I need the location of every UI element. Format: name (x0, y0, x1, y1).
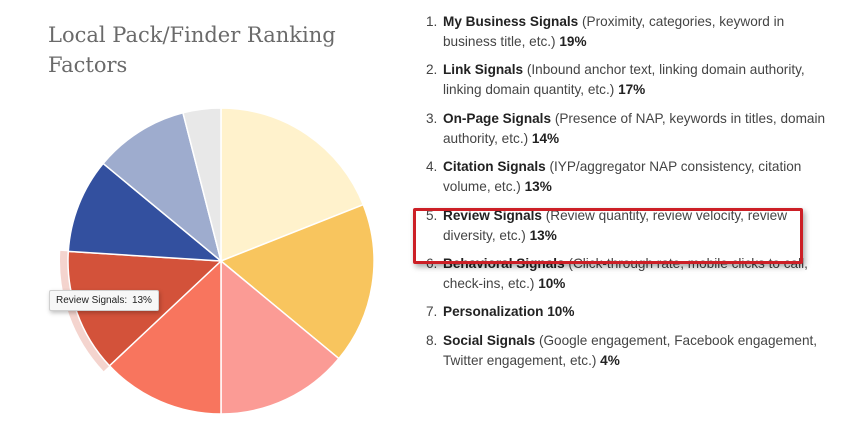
factor-percent: 4% (600, 352, 620, 368)
factor-name: Citation Signals (443, 159, 546, 175)
ranking-factors-list: 1. My Business Signals (Proximity, categ… (426, 12, 826, 379)
factor-percent: 10% (538, 275, 566, 291)
factor-item: 1. My Business Signals (Proximity, categ… (426, 12, 826, 52)
factor-description: (IYP/aggregator NAP consistency, citatio… (443, 159, 802, 195)
factor-name: Personalization (443, 304, 544, 320)
factor-percent: 13% (529, 227, 557, 243)
tooltip-label: Review Signals (56, 295, 125, 306)
chart-tooltip: Review Signals: 13% (49, 290, 159, 311)
factor-item: 2. Link Signals (Inbound anchor text, li… (426, 60, 826, 100)
factor-name: My Business Signals (443, 14, 579, 29)
factor-name: Review Signals (443, 207, 542, 223)
factor-description: (Proximity, categories, keyword in busin… (443, 14, 785, 49)
factor-percent: 19% (559, 34, 587, 49)
factor-number: 7. (426, 304, 438, 320)
factor-item: 4. Citation Signals (IYP/aggregator NAP … (426, 157, 826, 197)
pie-slice-link-signals[interactable] (220, 203, 375, 360)
factor-percent: 13% (524, 179, 552, 195)
factor-name: Link Signals (443, 62, 524, 78)
factor-name: Social Signals (443, 332, 536, 348)
factor-number: 4. (426, 159, 438, 175)
pie-slice-citation-signals[interactable] (108, 260, 222, 415)
pie-chart[interactable] (0, 0, 420, 447)
factor-percent: 14% (531, 130, 560, 146)
factor-number: 8. (426, 332, 438, 348)
factor-description: (Google engagement, Facebook engagement,… (443, 332, 818, 368)
pie-slice-social-signals[interactable] (182, 107, 222, 262)
pie-slice-on-page-signals[interactable] (220, 260, 340, 415)
factor-percent: 17% (618, 82, 646, 98)
factor-number: 1. (426, 14, 438, 29)
tooltip-value: 13% (131, 295, 152, 306)
factor-item: 8. Social Signals (Google engagement, Fa… (426, 331, 826, 371)
factor-description: (Inbound anchor text, linking domain aut… (443, 62, 805, 98)
factor-item: 7. Personalization 10% (426, 302, 826, 322)
tooltip-separator: : (124, 295, 128, 306)
chart-title-line-1: Local Pack/Finder Ranking (48, 23, 336, 47)
factor-number: 3. (426, 110, 438, 126)
chart-title-line-2: Factors (48, 53, 128, 77)
factor-percent: 10% (547, 304, 575, 320)
factor-number: 5. (426, 207, 438, 223)
highlight-box (413, 208, 803, 264)
pie-slice-my-business-signals[interactable] (220, 107, 365, 262)
factor-name: On-Page Signals (443, 110, 552, 126)
pie-slice-behavioral-signals[interactable] (67, 162, 222, 262)
pie-slice-personalization[interactable] (102, 112, 222, 262)
factor-item: 5. Review Signals (Review quantity, revi… (426, 206, 826, 246)
factor-description: (Presence of NAP, keywords in titles, do… (443, 110, 826, 146)
factor-description: (Review quantity, review velocity, revie… (443, 207, 788, 243)
factor-number: 2. (426, 62, 438, 78)
chart-title: Local Pack/Finder Ranking Factors (48, 20, 378, 80)
factor-item: 3. On-Page Signals (Presence of NAP, key… (426, 109, 826, 149)
